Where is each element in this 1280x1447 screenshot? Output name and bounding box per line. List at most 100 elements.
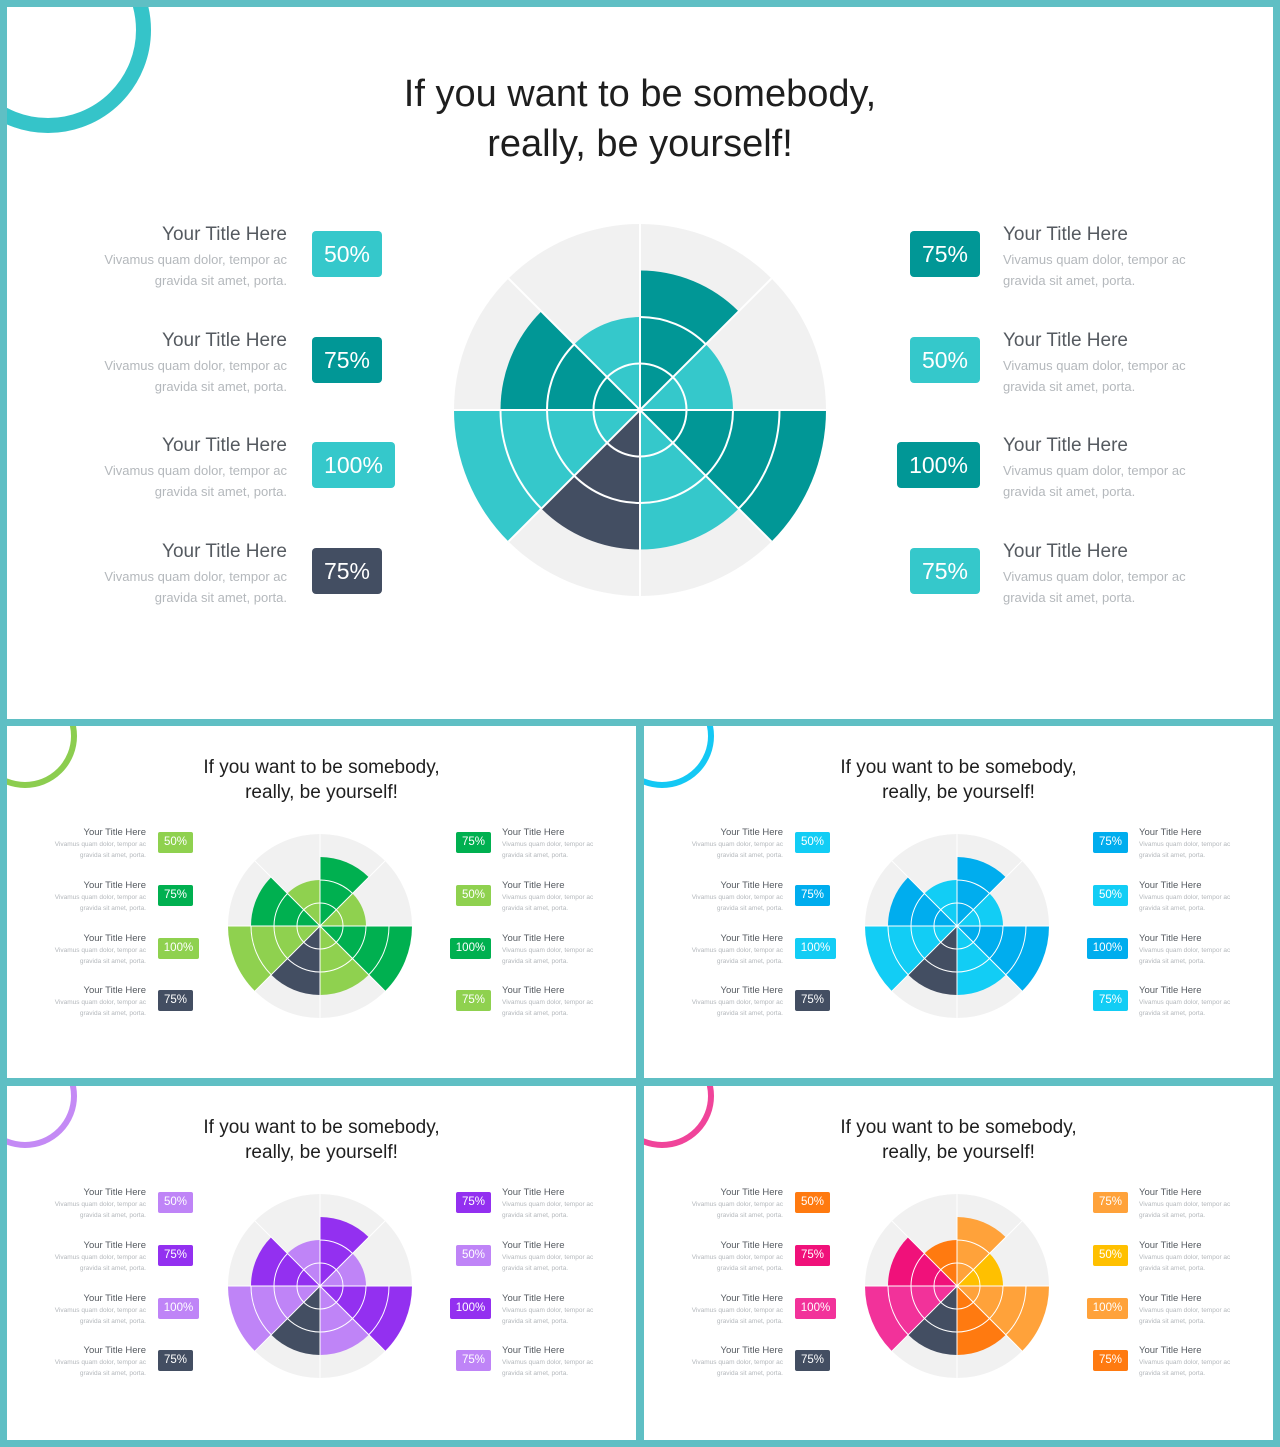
item-title: Your Title Here	[1139, 1240, 1202, 1251]
value-badge: 75%	[312, 548, 382, 594]
item-description-line: gravida sit amet, porta.	[502, 1211, 569, 1219]
item-description-line: gravida sit amet, porta.	[502, 957, 569, 965]
chart-sector-right-3	[320, 1286, 412, 1352]
item-description-line: Vivamus quam dolor, tempor ac	[502, 947, 594, 955]
chart-grid-ring	[972, 1285, 981, 1303]
item-title: Your Title Here	[1003, 224, 1128, 245]
chart-grid-ring	[303, 1301, 321, 1310]
item-description-line: Vivamus quam dolor, tempor ac	[1139, 1201, 1231, 1209]
chart-divider	[956, 925, 1023, 992]
chart-grid-ring	[296, 925, 305, 943]
chart-grid-ring	[639, 316, 707, 345]
value-badge: 75%	[456, 1350, 491, 1371]
item-description-line: gravida sit amet, porta.	[1139, 1009, 1206, 1017]
chart-grid-ring	[352, 1285, 367, 1319]
chart-divider	[891, 860, 958, 927]
item-description-line: Vivamus quam dolor, tempor ac	[54, 894, 146, 902]
item-description-line: gravida sit amet, porta.	[1139, 1211, 1206, 1219]
chart-sector-right-4	[320, 1286, 369, 1355]
chart-divider	[254, 1285, 321, 1352]
chart-grid-ring	[672, 376, 688, 411]
item-description-line: gravida sit amet, porta.	[716, 1264, 783, 1272]
item-title: Your Title Here	[1139, 1345, 1202, 1356]
chart-grid-ring	[573, 475, 641, 504]
item-description-line: gravida sit amet, porta.	[1139, 957, 1206, 965]
chart-grid-ring	[956, 902, 974, 911]
chart-grid-ring	[335, 925, 344, 943]
item-description-line: Vivamus quam dolor, tempor ac	[104, 358, 287, 374]
value-badge: 75%	[795, 1350, 830, 1371]
item-description: Vivamus quam dolor, tempor ac gravida sit…	[104, 249, 287, 291]
chart-divider	[639, 409, 773, 543]
value-badge: 75%	[1093, 1350, 1128, 1371]
chart-divider	[507, 409, 641, 543]
value-badge: 100%	[1087, 1298, 1128, 1319]
value-badge: 50%	[158, 1192, 193, 1213]
item-description-line: gravida sit amet, porta.	[502, 1009, 569, 1017]
slide-green: If you want to be somebody, really, be y…	[7, 726, 636, 1078]
chart-grid-ring	[546, 343, 575, 411]
item-title: Your Title Here	[83, 1187, 147, 1198]
chart-sector-right-4	[957, 926, 1006, 995]
item-description-line: gravida sit amet, porta.	[79, 957, 146, 965]
item-title: Your Title Here	[83, 880, 147, 891]
chart-grid-ring	[940, 941, 958, 950]
chart-divider	[254, 860, 321, 927]
chart-grid-ring	[368, 925, 390, 976]
value-badge: 75%	[456, 1192, 491, 1213]
item-description-line: Vivamus quam dolor, tempor ac	[1139, 841, 1231, 849]
item-description-line: Vivamus quam dolor, tempor ac	[691, 947, 783, 955]
chart-sector-right-1	[957, 857, 1006, 926]
item-description: Vivamus quam dolor, tempor ac gravida sit…	[1139, 1358, 1230, 1379]
item-description-line: gravida sit amet, porta.	[154, 273, 287, 289]
item-title: Your Title Here	[720, 1187, 784, 1198]
chart-grid-ring	[273, 893, 288, 927]
item-description: Vivamus quam dolor, tempor ac gravida sit…	[55, 998, 146, 1019]
item-title: Your Title Here	[1139, 827, 1202, 838]
item-description-line: gravida sit amet, porta.	[716, 957, 783, 965]
item-description-line: Vivamus quam dolor, tempor ac	[502, 1359, 594, 1367]
chart-sector-left-2	[888, 877, 957, 926]
item-description-line: Vivamus quam dolor, tempor ac	[1139, 1307, 1231, 1315]
item-description: Vivamus quam dolor, tempor ac gravida sit…	[1139, 1306, 1230, 1327]
item-description-line: gravida sit amet, porta.	[716, 904, 783, 912]
chart-grid-ring	[910, 893, 925, 927]
chart-grid-ring	[335, 909, 344, 927]
chart-sector-left-4	[271, 1286, 320, 1355]
chart-grid-ring	[956, 941, 974, 950]
item-description-line: gravida sit amet, porta.	[79, 1009, 146, 1017]
item-description-line: Vivamus quam dolor, tempor ac	[1139, 1254, 1231, 1262]
item-description: Vivamus quam dolor, tempor ac gravida sit…	[692, 893, 783, 914]
item-description-line: Vivamus quam dolor, tempor ac	[54, 1254, 146, 1262]
item-title: Your Title Here	[162, 330, 287, 351]
chart-sector-right-2	[957, 1253, 1003, 1286]
chart-sector-left-4	[271, 926, 320, 995]
value-badge: 100%	[795, 938, 836, 959]
chart-grid-ring	[887, 925, 909, 976]
chart-sector-right-3	[320, 926, 412, 992]
value-badge: 75%	[795, 885, 830, 906]
chart-sector-right-1	[640, 270, 739, 410]
chart-grid-ring	[1005, 1285, 1027, 1336]
slide-title: If you want to be somebody, really, be y…	[7, 69, 1273, 169]
value-badge: 100%	[158, 1298, 199, 1319]
item-description-line: Vivamus quam dolor, tempor ac	[54, 1307, 146, 1315]
value-badge: 100%	[158, 938, 199, 959]
chart-grid-ring	[924, 1318, 958, 1333]
item-title: Your Title Here	[83, 933, 147, 944]
item-description-line: gravida sit amet, porta.	[1003, 273, 1136, 289]
item-description-line: Vivamus quam dolor, tempor ac	[691, 894, 783, 902]
chart-grid-ring	[956, 1239, 990, 1254]
chart-grid-ring	[639, 442, 674, 458]
item-description: Vivamus quam dolor, tempor ac gravida sit…	[502, 893, 593, 914]
chart-sector-right-2	[320, 1253, 366, 1286]
value-badge: 50%	[158, 832, 193, 853]
chart-grid-ring	[335, 1285, 344, 1303]
chart-grid-ring	[546, 409, 575, 477]
item-description-line: gravida sit amet, porta.	[79, 1317, 146, 1325]
item-description: Vivamus quam dolor, tempor ac gravida sit…	[104, 460, 287, 502]
item-description-line: Vivamus quam dolor, tempor ac	[1003, 358, 1186, 374]
item-description-line: Vivamus quam dolor, tempor ac	[1139, 1359, 1231, 1367]
value-badge: 50%	[910, 337, 980, 383]
chart-grid-ring	[887, 1285, 909, 1336]
